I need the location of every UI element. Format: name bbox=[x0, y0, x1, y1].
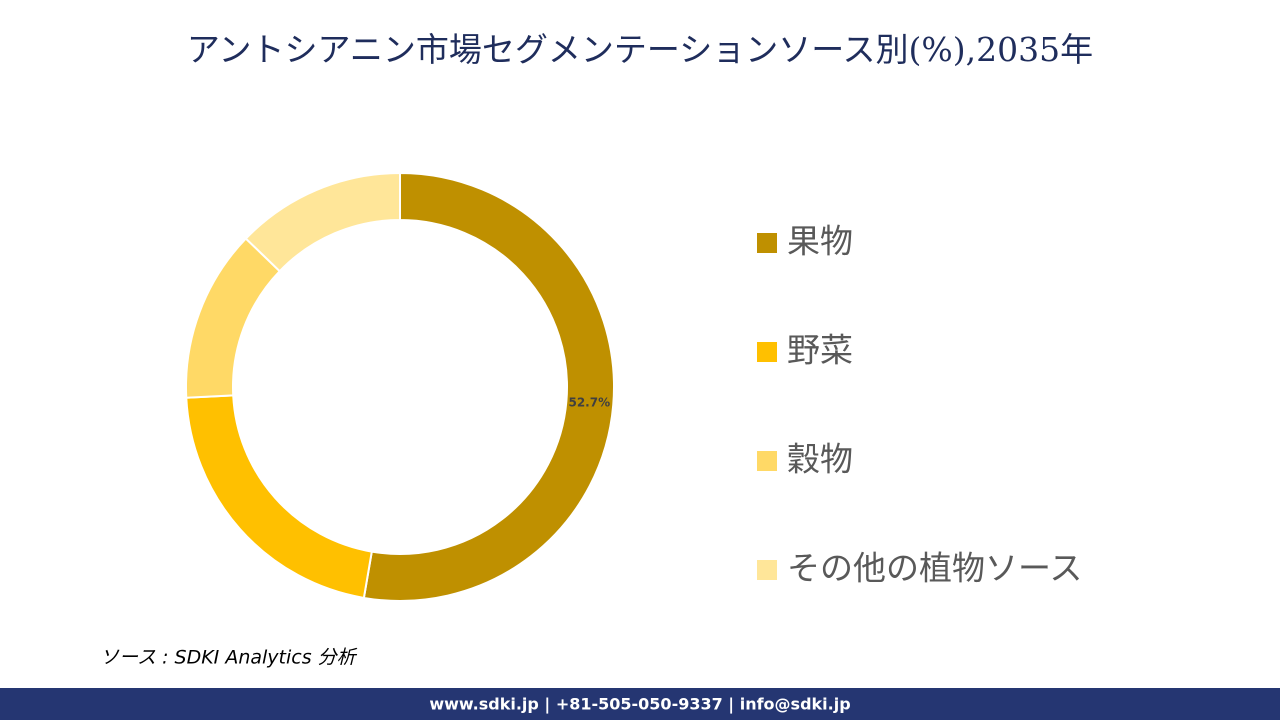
legend-swatch bbox=[757, 342, 777, 362]
legend-label: 穀物 bbox=[787, 440, 853, 479]
donut-segment bbox=[185, 237, 282, 399]
footer-bar bbox=[0, 688, 1280, 720]
data-label: 52.7% bbox=[568, 396, 610, 410]
legend-label: 果物 bbox=[787, 222, 853, 261]
donut-segment bbox=[185, 394, 373, 600]
legend-swatch bbox=[757, 233, 777, 253]
footer-text: www.sdki.jp | +81-505-050-9337 | info@sd… bbox=[429, 695, 850, 715]
source: ソース : SDKI Analytics 分析 bbox=[100, 647, 358, 669]
legend-label: 野菜 bbox=[787, 331, 853, 370]
legend-swatch bbox=[757, 451, 777, 471]
chart-title: アントシアニン市場セグメンテーションソース別(%),2035年 bbox=[187, 30, 1093, 69]
legend-label: その他の植物ソース bbox=[787, 549, 1082, 588]
donut-segment bbox=[362, 171, 615, 602]
legend-swatch bbox=[757, 560, 777, 580]
donut-segment bbox=[244, 171, 401, 273]
